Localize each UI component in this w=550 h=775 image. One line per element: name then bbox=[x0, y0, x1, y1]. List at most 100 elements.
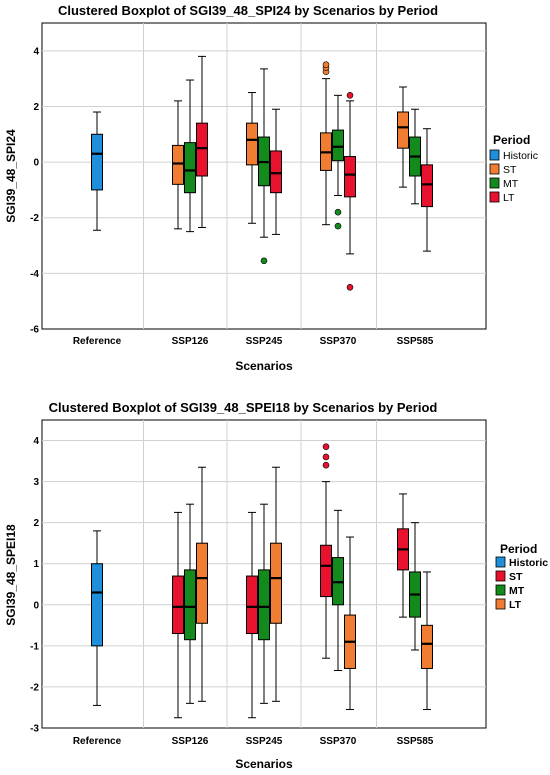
box bbox=[270, 542, 282, 624]
x-tick-label: SSP126 bbox=[172, 336, 209, 347]
y-tick-label: 4 bbox=[33, 46, 39, 57]
box bbox=[320, 544, 332, 598]
box-ssp370-mt bbox=[332, 509, 344, 672]
x-tick-labels: Reference SSP126 SSP245 SSP370 SSP585 bbox=[73, 336, 434, 347]
box-ssp245-lt bbox=[270, 466, 282, 702]
y-tick-label: 3 bbox=[33, 477, 39, 488]
y-tick-label: -3 bbox=[30, 724, 39, 735]
legend-label: ST bbox=[503, 164, 517, 176]
legend-label: Historic bbox=[509, 557, 548, 569]
outlier-point bbox=[322, 61, 330, 69]
box bbox=[344, 156, 356, 198]
box-ssp126-st bbox=[172, 100, 184, 230]
box bbox=[91, 133, 103, 191]
y-tick-label: 4 bbox=[33, 436, 39, 447]
chart-spi24: Clustered Boxplot of SGI39_48_SPI24 by S… bbox=[4, 3, 538, 373]
legend-title: Period bbox=[500, 542, 537, 556]
legend-label: ST bbox=[509, 571, 523, 583]
box bbox=[332, 129, 344, 162]
box bbox=[421, 624, 433, 669]
legend-swatch bbox=[489, 163, 500, 175]
legend-swatch bbox=[495, 598, 506, 610]
y-tick-label: -6 bbox=[30, 325, 39, 336]
outlier-point bbox=[322, 453, 330, 461]
box-series bbox=[91, 443, 433, 719]
x-tick-label: SSP585 bbox=[397, 736, 434, 747]
outlier-point bbox=[322, 443, 330, 450]
legend: Period Historic ST MT LT bbox=[489, 133, 538, 204]
box-ssp585-lt bbox=[421, 128, 433, 252]
legend-label: LT bbox=[509, 599, 522, 611]
outlier-point bbox=[260, 257, 268, 265]
legend-swatch bbox=[489, 149, 500, 161]
y-tick-labels: -3 -2 -1 0 1 2 3 4 bbox=[30, 436, 39, 734]
x-tick-label: SSP126 bbox=[172, 736, 209, 747]
box bbox=[421, 164, 433, 208]
box bbox=[184, 142, 196, 194]
y-tick-label: -2 bbox=[30, 213, 39, 224]
box bbox=[246, 122, 258, 166]
x-axis-title: Scenarios bbox=[235, 359, 293, 373]
box-ssp585-st bbox=[397, 86, 409, 188]
box bbox=[258, 569, 270, 641]
legend-swatch bbox=[489, 177, 500, 189]
chart-spei18: Clustered Boxplot of SGI39_48_SPEI18 by … bbox=[4, 400, 548, 771]
box bbox=[172, 144, 184, 185]
box bbox=[196, 122, 208, 177]
x-tick-label: Reference bbox=[73, 736, 122, 747]
box bbox=[270, 150, 282, 194]
box-ssp370-st bbox=[320, 61, 332, 226]
legend-swatch bbox=[489, 191, 500, 203]
grid-lines bbox=[42, 23, 486, 329]
y-tick-label: 2 bbox=[33, 518, 39, 529]
outlier-point bbox=[334, 208, 342, 216]
y-tick-label: 1 bbox=[33, 559, 39, 570]
chart-title: Clustered Boxplot of SGI39_48_SPEI18 by … bbox=[49, 400, 438, 415]
box-ssp245-mt bbox=[258, 503, 270, 704]
x-tick-label: SSP245 bbox=[246, 736, 283, 747]
x-tick-label: Reference bbox=[73, 336, 122, 347]
x-axis-title: Scenarios bbox=[235, 757, 293, 771]
y-tick-label: 0 bbox=[33, 600, 39, 611]
y-axis-title: SGI39_48_SPI24 bbox=[4, 129, 18, 223]
box-ssp585-mt bbox=[409, 522, 421, 651]
box-ssp126-mt bbox=[184, 503, 196, 704]
legend-label: LT bbox=[503, 192, 515, 204]
chart-title: Clustered Boxplot of SGI39_48_SPI24 by S… bbox=[58, 3, 438, 18]
outlier-point bbox=[346, 283, 354, 291]
legend-title: Period bbox=[493, 133, 530, 147]
legend-swatch bbox=[495, 584, 506, 596]
y-tick-label: -4 bbox=[30, 269, 39, 280]
box bbox=[184, 569, 196, 641]
box-ssp126-lt bbox=[196, 55, 208, 228]
outlier-point bbox=[346, 92, 354, 99]
box bbox=[172, 575, 184, 635]
box-ssp245-lt bbox=[270, 108, 282, 235]
legend-label: Historic bbox=[503, 150, 538, 162]
y-tick-label: -1 bbox=[30, 641, 39, 652]
box-ssp370-lt bbox=[344, 92, 356, 291]
box bbox=[397, 111, 409, 149]
box bbox=[246, 575, 258, 635]
box-ssp370-st bbox=[320, 443, 332, 659]
legend-swatch bbox=[495, 570, 506, 582]
y-tick-labels: -6 -4 -2 0 2 4 bbox=[30, 46, 39, 335]
x-tick-label: SSP370 bbox=[320, 736, 357, 747]
box-reference-historic bbox=[91, 530, 103, 706]
x-tick-label: SSP370 bbox=[320, 336, 357, 347]
box-ssp585-st bbox=[397, 493, 409, 618]
box-ssp245-st bbox=[246, 511, 258, 719]
legend: Period Historic ST MT LT bbox=[495, 542, 548, 611]
y-axis-title: SGI39_48_SPEI18 bbox=[4, 524, 18, 626]
outlier-point bbox=[334, 222, 342, 230]
legend-label: MT bbox=[509, 585, 525, 597]
box-ssp126-st bbox=[172, 511, 184, 719]
legend-label: MT bbox=[503, 178, 519, 190]
x-tick-label: SSP245 bbox=[246, 336, 283, 347]
box-ssp585-mt bbox=[409, 108, 421, 205]
y-tick-label: 0 bbox=[33, 158, 39, 169]
legend-swatch bbox=[495, 556, 506, 568]
box-ssp245-mt bbox=[258, 68, 270, 265]
box-ssp585-lt bbox=[421, 571, 433, 711]
